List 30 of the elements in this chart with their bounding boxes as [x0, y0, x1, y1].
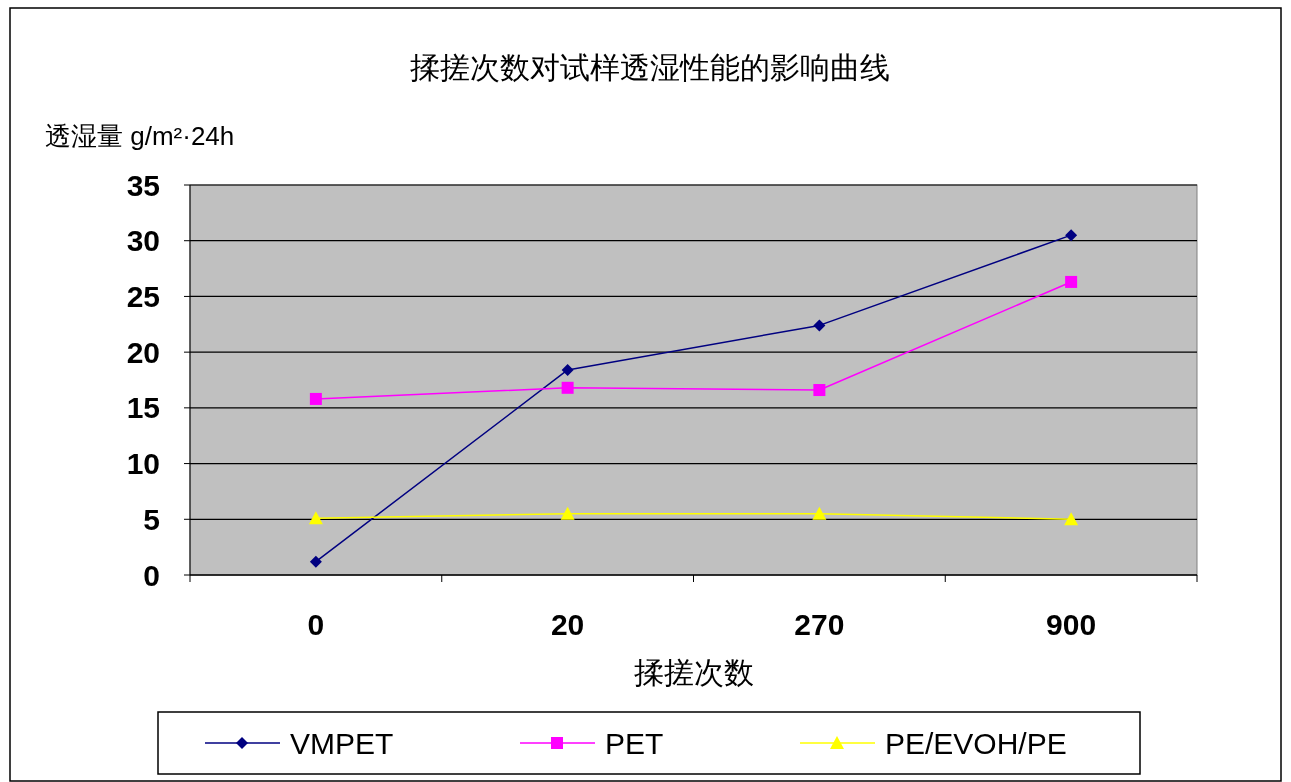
y-tick-label: 10: [126, 447, 160, 481]
point: [1064, 512, 1079, 526]
y-tick-label: 35: [126, 168, 160, 202]
point: [560, 506, 575, 520]
point: [561, 363, 574, 376]
y-tick-label: 25: [126, 279, 160, 313]
y-tick-label: 20: [126, 335, 160, 369]
point: [1065, 229, 1078, 242]
legend-label: PET: [605, 726, 664, 760]
legend-label: PE/EVOH/PE: [885, 726, 1067, 760]
y-tick-label: 15: [126, 391, 160, 425]
legend-label: VMPET: [290, 726, 394, 760]
point: [309, 392, 322, 405]
chart-title: 揉搓次数对试样透湿性能的影响曲线: [410, 51, 890, 84]
y-tick-label: 0: [143, 558, 160, 592]
point: [813, 384, 826, 397]
y-tick-label: 5: [143, 502, 160, 536]
x-axis-title: 揉搓次数: [633, 656, 754, 689]
y-tick-label: 30: [126, 224, 160, 258]
point: [309, 555, 322, 568]
point: [308, 511, 323, 525]
x-tick-label: 20: [550, 608, 585, 641]
point: [561, 381, 574, 394]
x-tick-label: 900: [1046, 608, 1097, 641]
point: [813, 319, 826, 332]
point: [1065, 275, 1078, 288]
y-axis-title: 透湿量 g/m²·24h: [45, 121, 235, 151]
point: [812, 506, 827, 520]
x-tick-label: 270: [794, 608, 845, 641]
x-tick-label: 0: [307, 608, 325, 641]
